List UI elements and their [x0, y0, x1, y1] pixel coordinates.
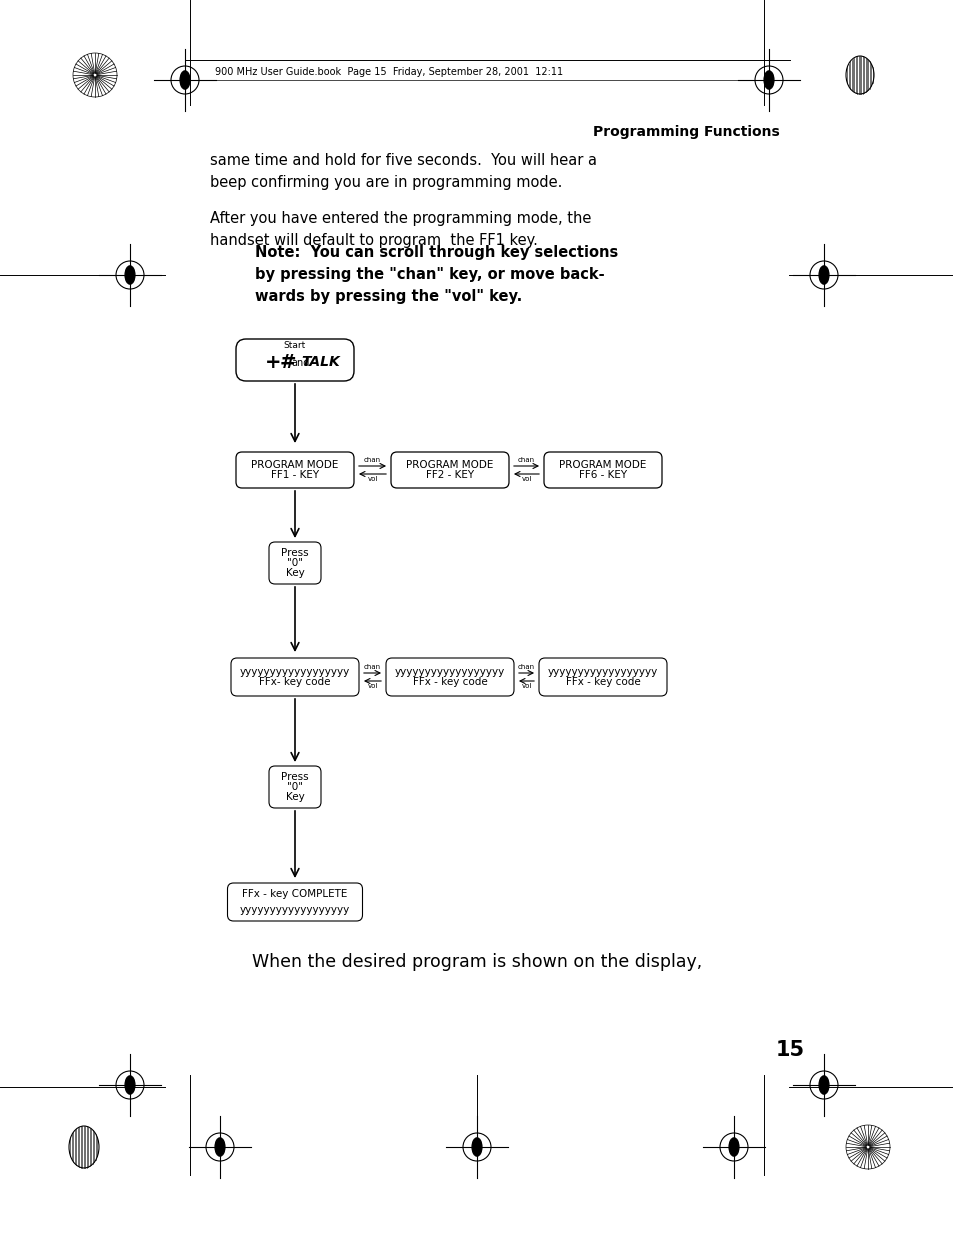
- FancyBboxPatch shape: [538, 658, 666, 697]
- Text: yyyyyyyyyyyyyyyyyy: yyyyyyyyyyyyyyyyyy: [239, 667, 350, 677]
- Text: +: +: [265, 352, 281, 372]
- Text: Press: Press: [281, 548, 309, 558]
- Ellipse shape: [125, 1076, 134, 1094]
- Text: FF2 - KEY: FF2 - KEY: [425, 471, 474, 480]
- FancyBboxPatch shape: [391, 452, 509, 488]
- FancyBboxPatch shape: [269, 766, 320, 808]
- Text: chan: chan: [363, 457, 380, 463]
- Text: vol: vol: [520, 475, 531, 482]
- FancyBboxPatch shape: [231, 658, 358, 697]
- Ellipse shape: [763, 70, 773, 89]
- Text: Note:  You can scroll through key selections: Note: You can scroll through key selecti…: [254, 245, 618, 261]
- Text: PROGRAM MODE: PROGRAM MODE: [406, 459, 493, 471]
- Text: Key: Key: [285, 568, 304, 578]
- Ellipse shape: [819, 266, 828, 284]
- Text: After you have entered the programming mode, the: After you have entered the programming m…: [210, 211, 591, 226]
- Text: by pressing the "chan" key, or move back-: by pressing the "chan" key, or move back…: [254, 267, 604, 282]
- Text: vol: vol: [367, 475, 377, 482]
- Text: FFx- key code: FFx- key code: [259, 677, 331, 687]
- Text: beep confirming you are in programming mode.: beep confirming you are in programming m…: [210, 175, 561, 190]
- Text: "0": "0": [287, 782, 303, 792]
- Text: 15: 15: [775, 1040, 803, 1060]
- Text: wards by pressing the "vol" key.: wards by pressing the "vol" key.: [254, 289, 521, 304]
- Ellipse shape: [819, 1076, 828, 1094]
- Text: FFx - key code: FFx - key code: [413, 677, 487, 687]
- Text: PROGRAM MODE: PROGRAM MODE: [251, 459, 338, 471]
- Ellipse shape: [214, 1137, 225, 1156]
- Text: FFx - key code: FFx - key code: [565, 677, 639, 687]
- Text: chan: chan: [363, 664, 380, 671]
- Text: Press: Press: [281, 772, 309, 782]
- Ellipse shape: [125, 266, 134, 284]
- Ellipse shape: [180, 70, 190, 89]
- Text: vol: vol: [367, 683, 377, 689]
- Ellipse shape: [728, 1137, 739, 1156]
- Text: chan: chan: [517, 664, 535, 671]
- FancyBboxPatch shape: [235, 338, 354, 382]
- Text: "0": "0": [287, 558, 303, 568]
- Text: 900 MHz User Guide.book  Page 15  Friday, September 28, 2001  12:11: 900 MHz User Guide.book Page 15 Friday, …: [214, 67, 562, 77]
- Text: yyyyyyyyyyyyyyyyyy: yyyyyyyyyyyyyyyyyy: [395, 667, 504, 677]
- Text: yyyyyyyyyyyyyyyyyy: yyyyyyyyyyyyyyyyyy: [547, 667, 658, 677]
- Text: Start: Start: [284, 342, 306, 351]
- FancyBboxPatch shape: [386, 658, 514, 697]
- Text: handset will default to program  the FF1 key.: handset will default to program the FF1 …: [210, 233, 537, 248]
- Text: FF6 - KEY: FF6 - KEY: [578, 471, 626, 480]
- Text: chan: chan: [517, 457, 535, 463]
- Text: FFx - key COMPLETE: FFx - key COMPLETE: [242, 889, 347, 899]
- Text: When the desired program is shown on the display,: When the desired program is shown on the…: [252, 953, 701, 971]
- Text: #: #: [279, 352, 296, 372]
- Text: vol: vol: [520, 683, 531, 689]
- Text: same time and hold for five seconds.  You will hear a: same time and hold for five seconds. You…: [210, 153, 597, 168]
- Text: Programming Functions: Programming Functions: [593, 125, 780, 140]
- Text: PROGRAM MODE: PROGRAM MODE: [558, 459, 646, 471]
- Ellipse shape: [472, 1137, 481, 1156]
- FancyBboxPatch shape: [543, 452, 661, 488]
- FancyBboxPatch shape: [227, 883, 362, 921]
- Text: and: and: [292, 358, 310, 368]
- Text: TALK: TALK: [301, 354, 340, 369]
- Text: Key: Key: [285, 792, 304, 802]
- Text: yyyyyyyyyyyyyyyyyy: yyyyyyyyyyyyyyyyyy: [239, 905, 350, 915]
- FancyBboxPatch shape: [269, 542, 320, 584]
- Text: FF1 - KEY: FF1 - KEY: [271, 471, 318, 480]
- FancyBboxPatch shape: [235, 452, 354, 488]
